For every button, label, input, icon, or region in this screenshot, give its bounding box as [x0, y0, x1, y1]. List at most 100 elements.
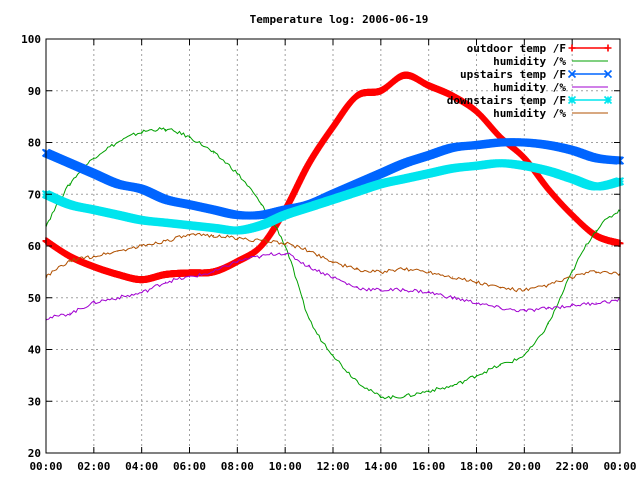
data-point [236, 229, 238, 232]
data-point [188, 272, 191, 274]
data-point [451, 167, 454, 169]
data-point [332, 260, 334, 263]
data-point [117, 250, 119, 252]
data-point [571, 271, 573, 273]
data-point [428, 271, 430, 273]
data-point [595, 235, 597, 237]
data-point [547, 144, 549, 146]
data-point [164, 198, 167, 201]
data-point [523, 289, 525, 291]
data-point [356, 183, 358, 185]
data-point [212, 227, 215, 229]
data-point [93, 255, 95, 257]
data-point [141, 245, 143, 247]
axes: 20 30 40 50 60 70 80 90 100 00:00 02:00 04:00 06:00 0… [21, 33, 636, 473]
data-point [332, 198, 334, 201]
data-point [260, 214, 262, 216]
data-point [523, 157, 525, 159]
chart-title: Temperature log: 2006-06-19 [250, 13, 429, 26]
data-point [380, 395, 382, 397]
data-point [380, 289, 382, 291]
data-point [404, 162, 406, 164]
legend-entry-3: upstairs temp /F [460, 68, 613, 81]
data-point [475, 144, 478, 146]
data-point [93, 302, 95, 304]
data-point [212, 271, 215, 273]
data-point [260, 204, 262, 206]
legend-label: humidity /% [493, 81, 566, 94]
data-point [571, 149, 573, 151]
data-point [571, 214, 573, 216]
data-point [523, 141, 525, 144]
data-point [93, 266, 95, 268]
data-point [499, 307, 502, 309]
data-point [428, 154, 430, 157]
data-point [428, 84, 430, 87]
data-point [117, 297, 119, 299]
legend-entry-1: outdoor temp /F [467, 42, 612, 55]
series-layer [41, 71, 625, 400]
data-point [212, 152, 215, 154]
y-tick-label: 80 [28, 137, 41, 150]
data-point [595, 302, 597, 304]
x-tick-label: 22:00 [556, 460, 589, 473]
x-tick-label: 14:00 [364, 460, 397, 473]
data-point [284, 245, 286, 247]
data-point [117, 214, 119, 216]
data-point [475, 302, 478, 304]
data-point [356, 95, 358, 97]
legend-label: outdoor temp /F [467, 42, 566, 55]
data-point [428, 390, 430, 392]
data-point [93, 172, 95, 175]
data-point [93, 157, 95, 159]
data-point [499, 364, 502, 366]
data-point [260, 224, 262, 226]
data-point [499, 136, 502, 138]
data-point [547, 170, 549, 172]
data-point [284, 242, 286, 245]
data-point [141, 131, 143, 133]
data-point [523, 354, 525, 356]
data-point [308, 266, 310, 268]
data-point [212, 209, 215, 211]
data-point [164, 240, 167, 242]
series-3 [41, 138, 625, 220]
data-point [428, 291, 430, 294]
data-point [117, 141, 119, 144]
data-point [404, 395, 406, 397]
y-tick-label: 50 [28, 292, 41, 305]
y-tick-label: 70 [28, 188, 41, 201]
legend-label: downstairs temp /F [447, 94, 566, 107]
data-point [547, 307, 549, 309]
data-point [404, 289, 406, 291]
data-point [356, 286, 358, 288]
data-point [236, 237, 238, 239]
data-point [188, 224, 191, 226]
legend-label: upstairs temp /F [460, 68, 566, 81]
x-tick-label: 10:00 [269, 460, 302, 473]
data-point [141, 291, 143, 294]
x-tick-label: 00:00 [29, 460, 62, 473]
data-point [571, 178, 573, 180]
series-line [45, 232, 621, 293]
legend-entry-6: humidity /% [493, 107, 608, 120]
data-point [284, 214, 286, 216]
data-point [188, 204, 191, 206]
data-point [332, 354, 334, 356]
x-tick-label: 20:00 [508, 460, 541, 473]
legend-entry-4: humidity /% [493, 81, 608, 94]
data-point [571, 304, 573, 307]
data-point [571, 276, 573, 278]
data-point [547, 323, 549, 325]
data-point [69, 204, 71, 206]
data-point [164, 128, 167, 131]
x-tick-label: 04:00 [125, 460, 158, 473]
data-point [332, 276, 334, 278]
y-tick-label: 60 [28, 240, 41, 253]
y-tick-label: 30 [28, 395, 41, 408]
data-point [404, 74, 406, 76]
data-point [475, 110, 478, 113]
data-point [499, 162, 502, 164]
data-point [499, 286, 502, 288]
legend-entry-2: humidity /% [493, 55, 608, 68]
